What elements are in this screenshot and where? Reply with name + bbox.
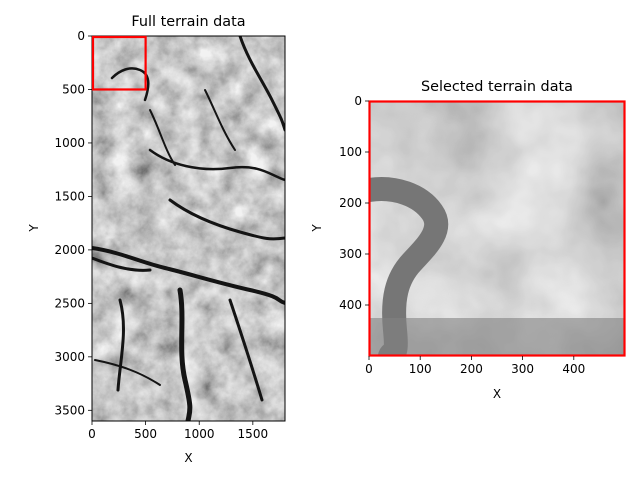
selected-terrain-panel: 0 100 200 300 400 0 100 200 300 400 Selected terr… bbox=[310, 79, 626, 401]
selected-terrain-ylabel: Y bbox=[310, 224, 324, 233]
full-terrain-image bbox=[92, 36, 285, 421]
selected-ytick-label: 300 bbox=[339, 247, 362, 261]
full-terrain-panel: 0 500 1000 1500 0 500 1000 1500 2000 2500 3000 3500… bbox=[27, 14, 286, 465]
full-terrain-title: Full terrain data bbox=[131, 14, 245, 30]
selected-ytick-label: 0 bbox=[354, 94, 362, 108]
selected-terrain-lowland bbox=[369, 318, 625, 356]
selected-terrain-title: Selected terrain data bbox=[421, 79, 573, 95]
selection-highlight-rect bbox=[91, 35, 147, 91]
selected-xtick-label: 300 bbox=[511, 362, 534, 376]
selected-xtick-label: 400 bbox=[562, 362, 585, 376]
full-terrain-frame bbox=[91, 35, 286, 422]
selected-xtick-label: 200 bbox=[460, 362, 483, 376]
selected-xtick-label: 100 bbox=[409, 362, 432, 376]
full-xtick-label: 1000 bbox=[184, 427, 215, 441]
full-ytick-label: 2500 bbox=[54, 296, 85, 310]
full-ytick-label: 3500 bbox=[54, 403, 85, 417]
full-ytick-label: 1500 bbox=[54, 189, 85, 203]
full-ytick-label: 0 bbox=[77, 29, 85, 43]
full-ytick-label: 2000 bbox=[54, 243, 85, 257]
selected-ytick-label: 100 bbox=[339, 145, 362, 159]
selected-ytick-label: 200 bbox=[339, 196, 362, 210]
selected-terrain-image bbox=[369, 101, 625, 356]
selected-terrain-xlabel: X bbox=[493, 387, 501, 401]
full-xtick-label: 0 bbox=[88, 427, 96, 441]
full-ytick-label: 3000 bbox=[54, 350, 85, 364]
full-xtick-label: 500 bbox=[134, 427, 157, 441]
full-ytick-label: 1000 bbox=[54, 136, 85, 150]
selected-xtick-label: 0 bbox=[365, 362, 373, 376]
full-terrain-ylabel: Y bbox=[27, 224, 41, 233]
selected-terrain-red-border bbox=[368, 100, 626, 357]
full-ytick-label: 500 bbox=[62, 82, 85, 96]
full-xtick-label: 1500 bbox=[238, 427, 269, 441]
full-terrain-valleys bbox=[92, 36, 285, 421]
full-terrain-xlabel: X bbox=[184, 451, 192, 465]
selected-ytick-label: 400 bbox=[339, 298, 362, 312]
selected-terrain-ticks: 0 100 200 300 400 0 100 200 300 400 bbox=[339, 94, 585, 376]
full-terrain-ticks: 0 500 1000 1500 0 500 1000 1500 2000 2500 3000 3500 bbox=[54, 29, 268, 441]
